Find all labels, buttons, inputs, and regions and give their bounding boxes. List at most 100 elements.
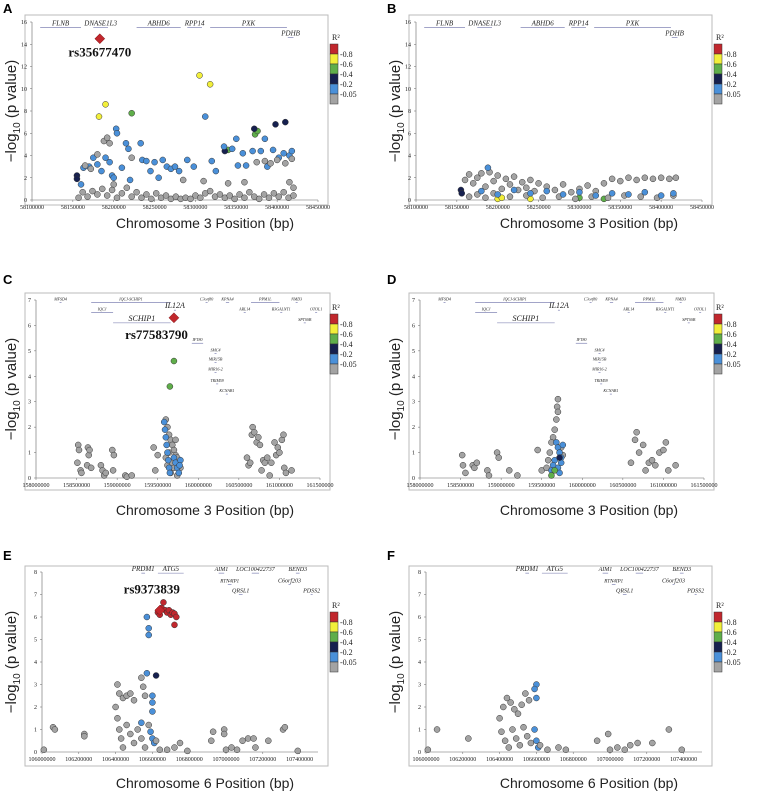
- snp-point: [239, 150, 247, 157]
- snp-point: [510, 173, 518, 180]
- snp-point: [206, 187, 214, 195]
- snp-point: [280, 431, 287, 439]
- snp-point: [261, 135, 269, 143]
- gene-track: IQCJ: [91, 307, 114, 314]
- gene-track: LOC100422737: [235, 566, 276, 574]
- snp-point: [130, 697, 138, 704]
- r2-legend: R²-0.8-0.6-0.4-0.2-0.05: [329, 303, 357, 375]
- y-tick-label: 2: [408, 176, 411, 182]
- x-axis-title: Chromosome 3 Position (bp): [500, 502, 678, 518]
- gene-track: SPTSSB: [682, 317, 696, 324]
- snp-point: [239, 737, 246, 744]
- panel-label: F: [387, 548, 395, 563]
- snp-point: [94, 161, 101, 168]
- y-tick-label: 8: [24, 109, 27, 115]
- snp-point: [137, 140, 144, 147]
- snp-point: [89, 187, 96, 195]
- y-tick-label: 8: [418, 570, 421, 576]
- y-tick-label: 0: [28, 476, 31, 482]
- snp-point: [555, 744, 562, 751]
- snp-point: [172, 436, 179, 444]
- snp-point: [98, 167, 105, 175]
- snp-point: [514, 472, 521, 479]
- snp-point: [173, 613, 180, 621]
- snp-point: [639, 441, 647, 449]
- lead-snp-label: rs77583790: [125, 327, 188, 342]
- snp-point: [559, 181, 567, 188]
- y-tick-label: 2: [34, 705, 37, 711]
- legend-label: -0.8: [340, 50, 353, 59]
- snp-point: [604, 730, 612, 738]
- legend-label: -0.05: [724, 360, 741, 369]
- snp-point: [260, 191, 268, 198]
- x-tick-label: 161000000: [650, 483, 677, 489]
- gene-label: PRDM1: [515, 565, 539, 573]
- gene-track: PPM1L: [635, 297, 664, 303]
- gene-label: IFT80: [191, 337, 202, 342]
- snp-point: [509, 726, 516, 733]
- legend-swatch: [329, 363, 339, 375]
- gene-label: ABHD6: [147, 20, 171, 28]
- snp-point: [220, 143, 228, 150]
- snp-point: [109, 467, 117, 474]
- y-axis-title-prefix: −log: [387, 411, 404, 440]
- snp-point: [118, 164, 126, 171]
- legend-swatch: [329, 651, 339, 663]
- snp-point: [103, 134, 111, 141]
- gene-label: B3GALNT1: [656, 307, 675, 312]
- y-tick-label: 16: [21, 20, 27, 26]
- snp-point: [171, 163, 179, 170]
- snp-point: [196, 72, 203, 79]
- snp-point: [461, 176, 469, 184]
- snp-point: [176, 462, 183, 469]
- gene-label: NMD3: [290, 297, 302, 302]
- x-tick-label: 107200000: [633, 757, 660, 763]
- x-tick-label: 161000000: [266, 483, 293, 489]
- snp-point: [625, 191, 632, 198]
- snp-point: [138, 194, 145, 202]
- snp-point: [165, 456, 172, 464]
- gene-label: SMC4: [211, 347, 221, 352]
- snp-point: [276, 449, 283, 456]
- x-tick-label: 106000000: [29, 757, 56, 763]
- y-tick-label: 16: [405, 20, 411, 26]
- legend-label: -0.4: [724, 340, 737, 349]
- gene-label: FLNB: [435, 20, 454, 28]
- y-axis-title-suffix: (p value): [387, 338, 404, 401]
- snp-point: [576, 188, 583, 196]
- gene-label: IQCJ-SCHIP1: [118, 297, 142, 302]
- gene-track: PXK: [210, 20, 287, 28]
- snp-point: [250, 735, 257, 742]
- panel-label: C: [3, 272, 13, 287]
- gene-label: PXK: [625, 20, 640, 28]
- y-tick-label: 2: [28, 425, 31, 431]
- x-tick-label: 107000000: [597, 757, 624, 763]
- legend-swatch: [713, 343, 723, 355]
- snp-point: [134, 726, 141, 733]
- snp-point: [474, 174, 481, 181]
- snp-point: [533, 737, 540, 744]
- snp-point: [606, 746, 614, 753]
- gene-track: ABHD6: [520, 20, 565, 28]
- snp-point: [113, 130, 121, 137]
- gene-track: PXK: [594, 20, 671, 28]
- gene-track: RPP14: [568, 20, 589, 28]
- snp-point: [657, 174, 665, 181]
- gene-track: C3orf80: [200, 297, 213, 303]
- gene-label: BEND3: [288, 567, 307, 573]
- panel-label: B: [387, 1, 396, 16]
- snp-point: [527, 739, 535, 747]
- snp-point: [498, 185, 506, 193]
- y-tick-label: 0: [418, 750, 421, 756]
- gene-label: AIM1: [598, 567, 613, 573]
- snp-point: [119, 744, 127, 751]
- snp-point: [495, 454, 502, 461]
- gene-label: QRSL1: [616, 589, 633, 595]
- legend-swatch: [713, 323, 723, 335]
- gene-track: IL12A: [548, 301, 569, 311]
- snp-point: [478, 170, 485, 177]
- x-tick-label: 158000000: [23, 483, 50, 489]
- y-axis-title-suffix: (p value): [387, 60, 404, 123]
- snp-point: [662, 439, 670, 446]
- snp-point: [138, 719, 145, 726]
